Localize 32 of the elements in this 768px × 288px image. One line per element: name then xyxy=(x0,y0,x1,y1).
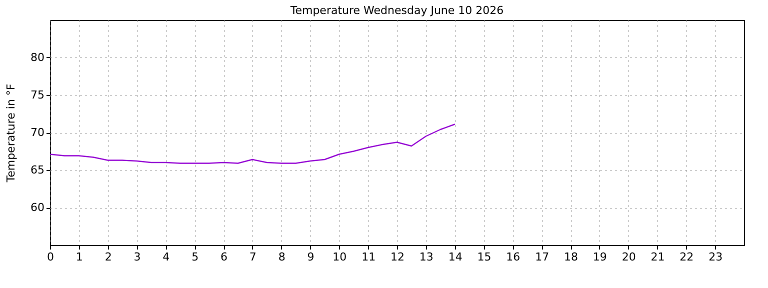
x-tick-label: 23 xyxy=(708,250,723,264)
x-tick-label: 22 xyxy=(680,250,694,264)
x-tick-label: 7 xyxy=(249,250,256,264)
x-tick-label: 8 xyxy=(278,250,286,264)
x-tick-label: 5 xyxy=(192,250,199,264)
x-tick-label: 9 xyxy=(307,250,314,264)
x-tick-label: 12 xyxy=(390,250,404,264)
x-tick-label: 16 xyxy=(506,250,520,264)
x-tick-label: 11 xyxy=(362,250,376,264)
x-tick-label: 21 xyxy=(650,250,665,264)
y-axis-title: Temperature in °F xyxy=(4,84,18,184)
x-tick-label: 0 xyxy=(47,250,54,264)
x-tick-label: 17 xyxy=(535,250,550,264)
x-tick-label: 10 xyxy=(332,250,347,264)
y-tick-label: 60 xyxy=(30,201,44,214)
x-tick-label: 13 xyxy=(419,250,434,264)
x-tick-label: 1 xyxy=(76,250,83,264)
x-tick-label: 6 xyxy=(220,250,228,264)
x-tick-label: 15 xyxy=(477,250,492,264)
x-tick-label: 3 xyxy=(134,250,141,264)
y-tick-label: 75 xyxy=(30,88,44,102)
x-tick-label: 19 xyxy=(592,250,607,264)
y-tick-label: 65 xyxy=(30,164,44,176)
y-tick-label: 70 xyxy=(30,126,44,139)
x-tick-label: 14 xyxy=(448,250,462,264)
chart-title: Temperature Wednesday June 10 2026 xyxy=(289,4,504,17)
line-series xyxy=(49,124,456,164)
x-tick-label: 20 xyxy=(622,250,636,264)
x-tick-label: 2 xyxy=(104,250,112,264)
y-tick-label: 80 xyxy=(30,51,44,64)
x-tick-label: 4 xyxy=(162,250,170,264)
x-tick-label: 18 xyxy=(564,250,578,264)
